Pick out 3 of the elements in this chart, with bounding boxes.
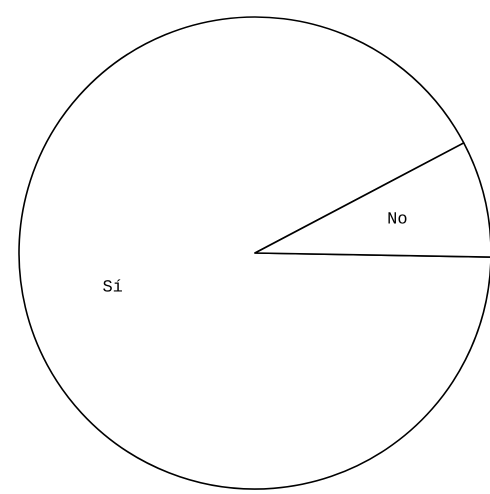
slice-label: No (387, 210, 408, 230)
slice-label: Sí (102, 278, 123, 298)
pie-slice (18, 16, 490, 490)
